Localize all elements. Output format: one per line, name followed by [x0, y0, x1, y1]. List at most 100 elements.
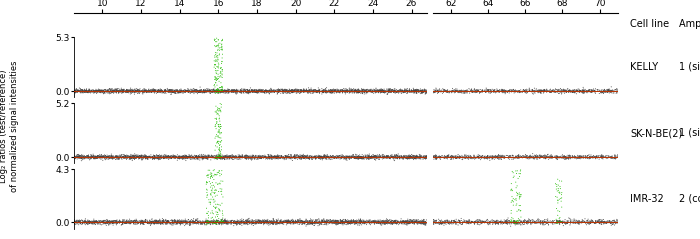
Point	[294, 154, 305, 158]
Point	[214, 156, 225, 160]
Point	[435, 221, 447, 225]
Point	[111, 157, 122, 160]
Point	[127, 155, 139, 159]
Point	[321, 91, 332, 94]
Point	[136, 156, 148, 159]
Point	[323, 220, 335, 223]
Point	[361, 220, 372, 224]
Point	[554, 155, 566, 159]
Point	[215, 154, 226, 158]
Point	[545, 219, 556, 223]
Point	[206, 220, 218, 224]
Point	[432, 88, 443, 92]
Point	[369, 157, 380, 161]
Point	[607, 219, 618, 223]
Point	[578, 85, 589, 89]
Point	[298, 154, 309, 158]
Point	[92, 154, 103, 158]
Point	[113, 155, 124, 159]
Point	[316, 155, 328, 158]
Point	[183, 156, 194, 160]
Point	[333, 222, 344, 225]
Point	[88, 219, 99, 223]
Point	[442, 157, 453, 161]
Point	[326, 92, 337, 95]
Point	[381, 154, 392, 158]
Point	[547, 219, 559, 223]
Point	[131, 155, 142, 159]
Point	[594, 219, 606, 223]
Point	[465, 155, 476, 159]
Point	[84, 89, 95, 93]
Point	[283, 221, 294, 225]
Point	[140, 218, 151, 222]
Point	[325, 90, 336, 94]
Point	[540, 154, 551, 158]
Point	[86, 221, 97, 225]
Point	[380, 156, 391, 160]
Point	[307, 156, 318, 160]
Point	[148, 222, 160, 225]
Point	[267, 156, 278, 159]
Point	[131, 89, 142, 93]
Point	[130, 87, 141, 91]
Point	[104, 222, 115, 225]
Point	[163, 90, 174, 94]
Point	[596, 221, 608, 225]
Point	[250, 154, 261, 158]
Point	[169, 89, 180, 92]
Point	[350, 88, 361, 92]
Point	[406, 153, 417, 157]
Point	[294, 156, 305, 160]
Point	[226, 218, 237, 222]
Point	[496, 154, 507, 158]
Point	[374, 155, 385, 159]
Point	[202, 88, 214, 92]
Point	[145, 220, 156, 223]
Point	[578, 90, 589, 94]
Point	[83, 155, 94, 158]
Point	[227, 157, 238, 161]
Point	[300, 155, 311, 159]
Point	[155, 221, 166, 224]
Point	[528, 91, 540, 95]
Point	[223, 155, 234, 159]
Point	[323, 219, 334, 223]
Point	[262, 88, 274, 92]
Point	[312, 222, 323, 225]
Point	[254, 157, 265, 160]
Point	[540, 157, 552, 160]
Point	[211, 83, 223, 87]
Point	[366, 221, 377, 225]
Point	[486, 218, 498, 222]
Point	[391, 156, 402, 160]
Point	[200, 221, 211, 224]
Point	[600, 90, 611, 94]
Point	[94, 88, 105, 92]
Point	[543, 223, 554, 227]
Point	[224, 157, 235, 160]
Point	[187, 155, 198, 159]
Point	[590, 220, 601, 223]
Point	[293, 156, 304, 159]
Point	[590, 87, 601, 91]
Point	[204, 220, 216, 223]
Point	[71, 91, 82, 94]
Point	[193, 90, 204, 94]
Point	[260, 221, 272, 224]
Point	[333, 89, 344, 93]
Point	[391, 89, 402, 93]
Point	[251, 157, 262, 161]
Point	[258, 220, 270, 224]
Point	[442, 88, 453, 92]
Point	[570, 89, 581, 93]
Point	[179, 156, 190, 160]
Point	[102, 221, 113, 225]
Point	[328, 221, 339, 225]
Point	[124, 222, 135, 226]
Point	[230, 154, 241, 158]
Point	[231, 89, 242, 92]
Point	[456, 88, 467, 92]
Point	[180, 88, 191, 92]
Point	[223, 155, 234, 159]
